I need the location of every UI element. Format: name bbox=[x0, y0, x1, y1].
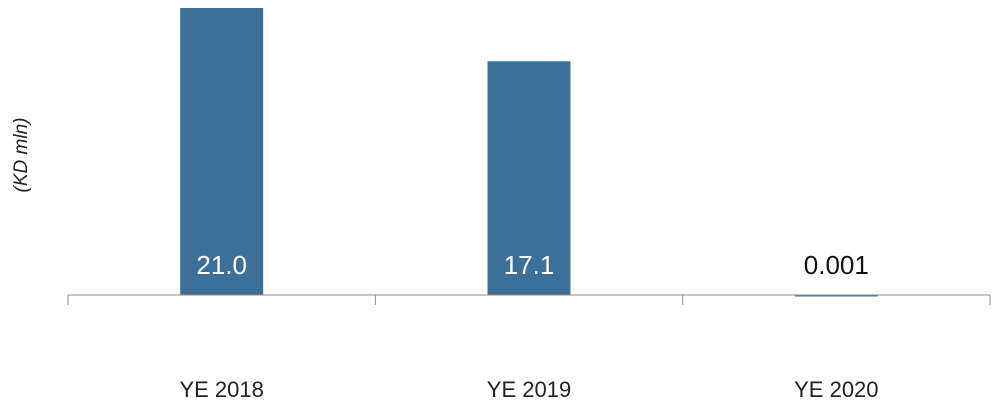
bar bbox=[794, 294, 878, 297]
y-axis-label: (KD mln) bbox=[11, 118, 32, 193]
value-label: 17.1 bbox=[504, 250, 555, 280]
bar bbox=[487, 61, 571, 295]
value-label: 0.001 bbox=[804, 250, 869, 280]
value-label: 21.0 bbox=[196, 250, 247, 280]
x-tick-label: YE 2019 bbox=[487, 377, 571, 402]
x-tick-label: YE 2018 bbox=[179, 377, 263, 402]
x-tick-label: YE 2020 bbox=[794, 377, 878, 402]
bar bbox=[180, 8, 264, 295]
